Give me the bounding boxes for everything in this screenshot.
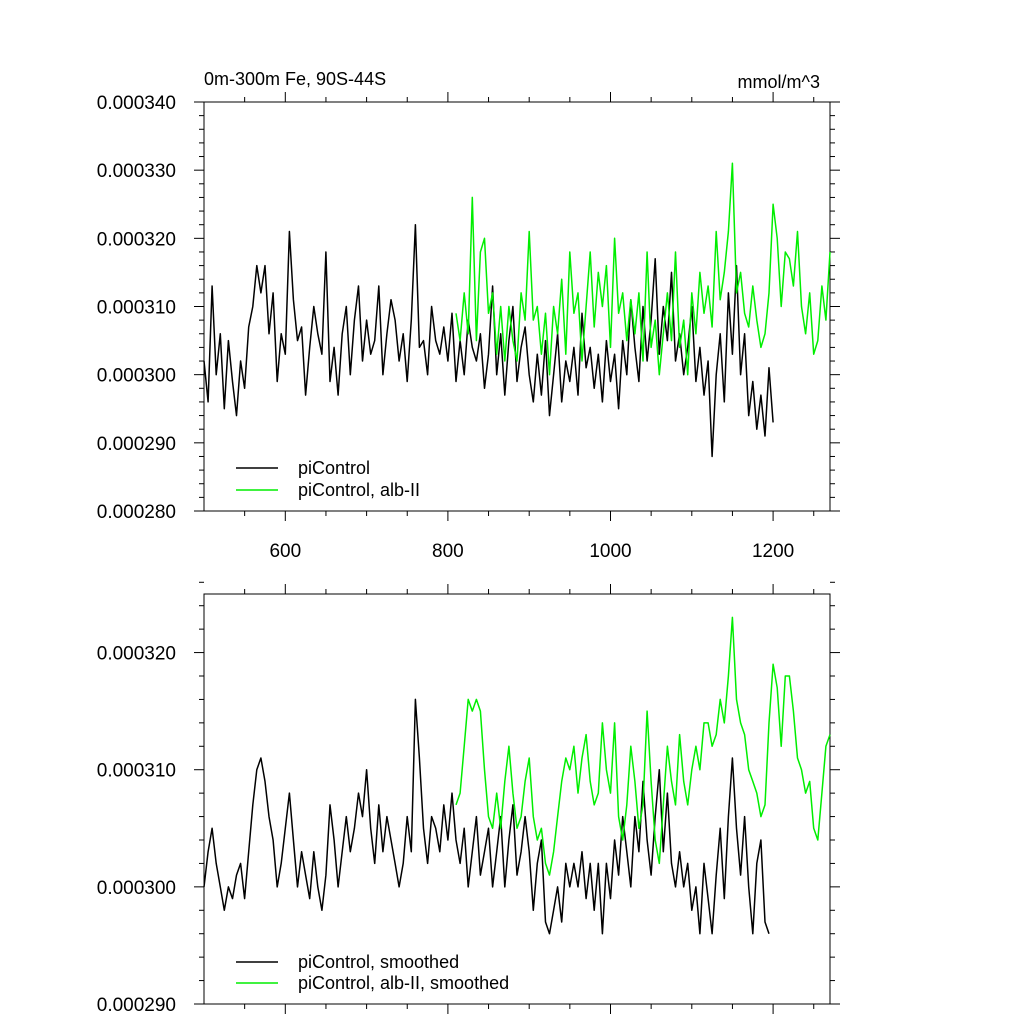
y-tick-label: 0.000320: [97, 644, 176, 665]
x-tick-label: 800: [432, 541, 464, 562]
y-tick-label: 0.000340: [97, 93, 176, 114]
x-tick-label: 1000: [589, 541, 631, 562]
y-tick-label: 0.000290: [97, 434, 176, 455]
series-line-picontrol: [203, 223, 774, 458]
y-tick-label: 0.000300: [97, 366, 176, 387]
series-line-alb-ii: [455, 162, 831, 376]
chart-title: 0m-300m Fe, 90S-44S: [204, 69, 386, 89]
x-tick-label: 1200: [752, 541, 794, 562]
legend-label: piControl, alb-II, smoothed: [298, 973, 509, 993]
y-tick-label: 0.000310: [97, 761, 176, 782]
units-label: mmol/m^3: [738, 72, 820, 92]
y-tick-label: 0.000280: [97, 502, 176, 523]
y-tick-label: 0.000300: [97, 878, 176, 899]
y-tick-label: 0.000330: [97, 161, 176, 182]
top-panel: 600 800 1000 1200 0.000280 0.000290 0.000300 0.…: [97, 69, 840, 562]
legend-label: piControl: [298, 458, 370, 478]
series-line-picontrol: [203, 698, 770, 935]
x-tick-label: 600: [269, 541, 301, 562]
series-line-alb-ii: [455, 616, 831, 876]
y-tick-label: 0.000290: [97, 995, 176, 1016]
bottom-panel: 0.000290 0.000300 0.000310 0.000320 piContro…: [97, 581, 840, 1016]
plot-frame: [203, 593, 831, 1005]
legend-label: piControl, smoothed: [298, 952, 459, 972]
y-tick-label: 0.000320: [97, 229, 176, 250]
plot-frame: [203, 101, 831, 512]
legend-label: piControl, alb-II: [298, 480, 420, 500]
y-tick-label: 0.000310: [97, 298, 176, 319]
